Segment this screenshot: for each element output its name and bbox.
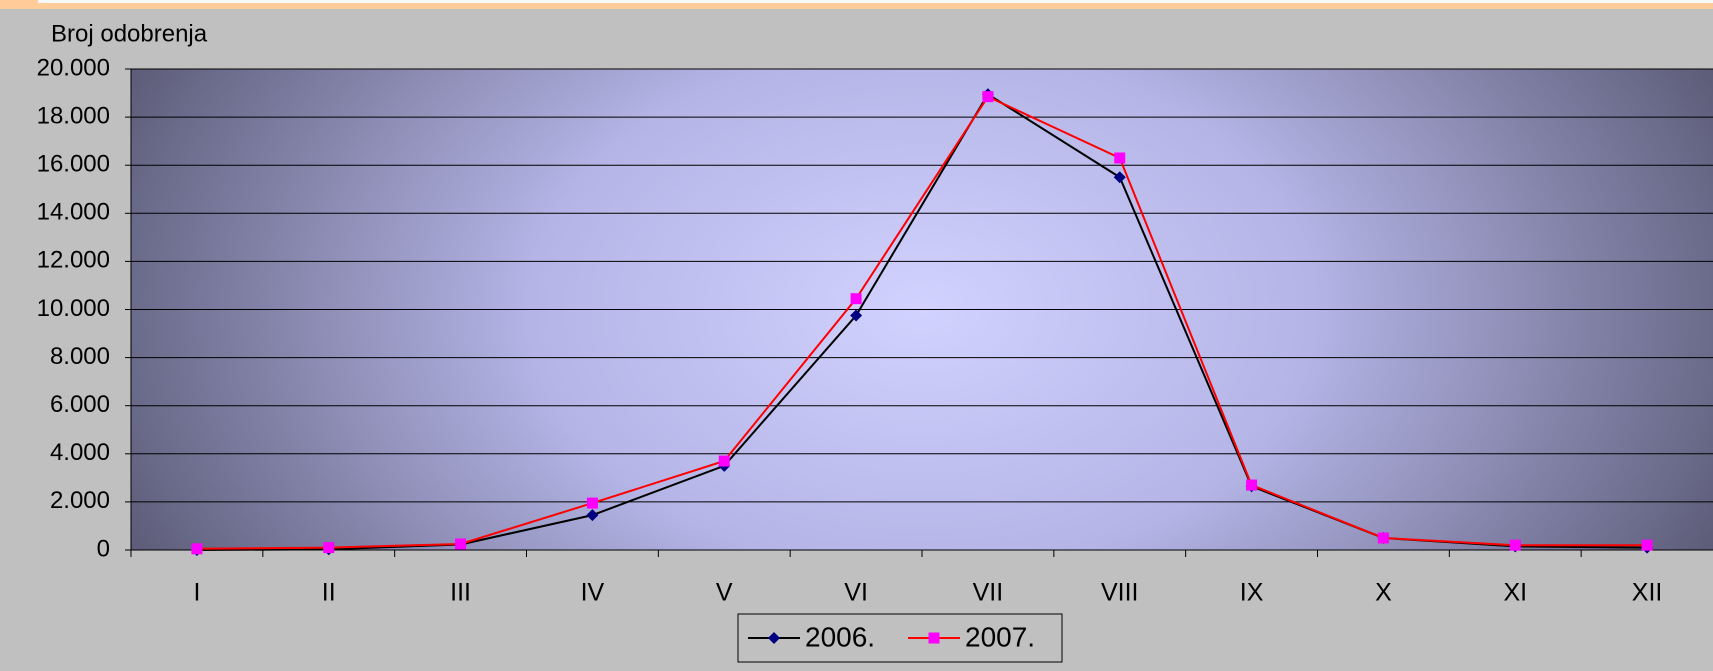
data-point	[982, 91, 994, 103]
legend-label: 2007.	[965, 621, 1035, 652]
data-point	[1246, 479, 1258, 491]
legend-marker	[928, 632, 940, 644]
data-point	[850, 309, 863, 322]
series-line	[196, 95, 1648, 550]
x-tick-label: XII	[1632, 579, 1663, 607]
data-point	[1114, 152, 1126, 164]
y-tick-label: 6.000	[50, 391, 110, 418]
data-point	[1113, 171, 1126, 184]
x-tick-label: XI	[1503, 579, 1527, 607]
x-tick-label: VIII	[1101, 579, 1139, 607]
y-tick-label: 12.000	[37, 247, 110, 274]
y-tick-label: 0	[97, 535, 110, 562]
y-axis-label: Broj odobrenja	[51, 20, 208, 47]
x-tick-label: VII	[973, 579, 1004, 607]
data-point	[1641, 539, 1653, 551]
x-tick-label: III	[450, 579, 471, 607]
x-tick-label: I	[193, 579, 200, 607]
data-point	[323, 542, 335, 554]
x-tick-label: IX	[1240, 579, 1264, 607]
y-tick-label: 10.000	[37, 295, 110, 322]
data-point	[455, 538, 467, 550]
x-tick-label: IV	[581, 579, 605, 607]
data-point	[1377, 532, 1389, 544]
y-tick-label: 18.000	[37, 102, 110, 129]
y-tick-label: 20.000	[37, 54, 110, 81]
x-tick-label: X	[1375, 579, 1392, 607]
x-tick-label: VI	[844, 579, 868, 607]
y-tick-label: 14.000	[37, 199, 110, 226]
y-tick-label: 2.000	[50, 487, 110, 514]
data-point	[1509, 539, 1521, 551]
legend-label: 2006.	[805, 621, 875, 652]
x-tick-label: V	[716, 579, 733, 607]
y-tick-label: 16.000	[37, 151, 110, 178]
data-point	[191, 543, 203, 555]
top-band-edge	[38, 0, 1713, 3]
y-tick-label: 4.000	[50, 439, 110, 466]
layer: 0 2.000 4.000 6.000 8.000 10.000 12.000 14.000 1…	[37, 54, 1713, 663]
x-tick-label: II	[322, 579, 336, 607]
y-tick-label: 8.000	[50, 343, 110, 370]
data-point	[586, 509, 599, 522]
top-band	[0, 0, 1713, 9]
legend-marker	[768, 632, 780, 644]
data-point	[850, 293, 862, 305]
data-point	[718, 455, 730, 467]
data-point	[586, 497, 598, 509]
